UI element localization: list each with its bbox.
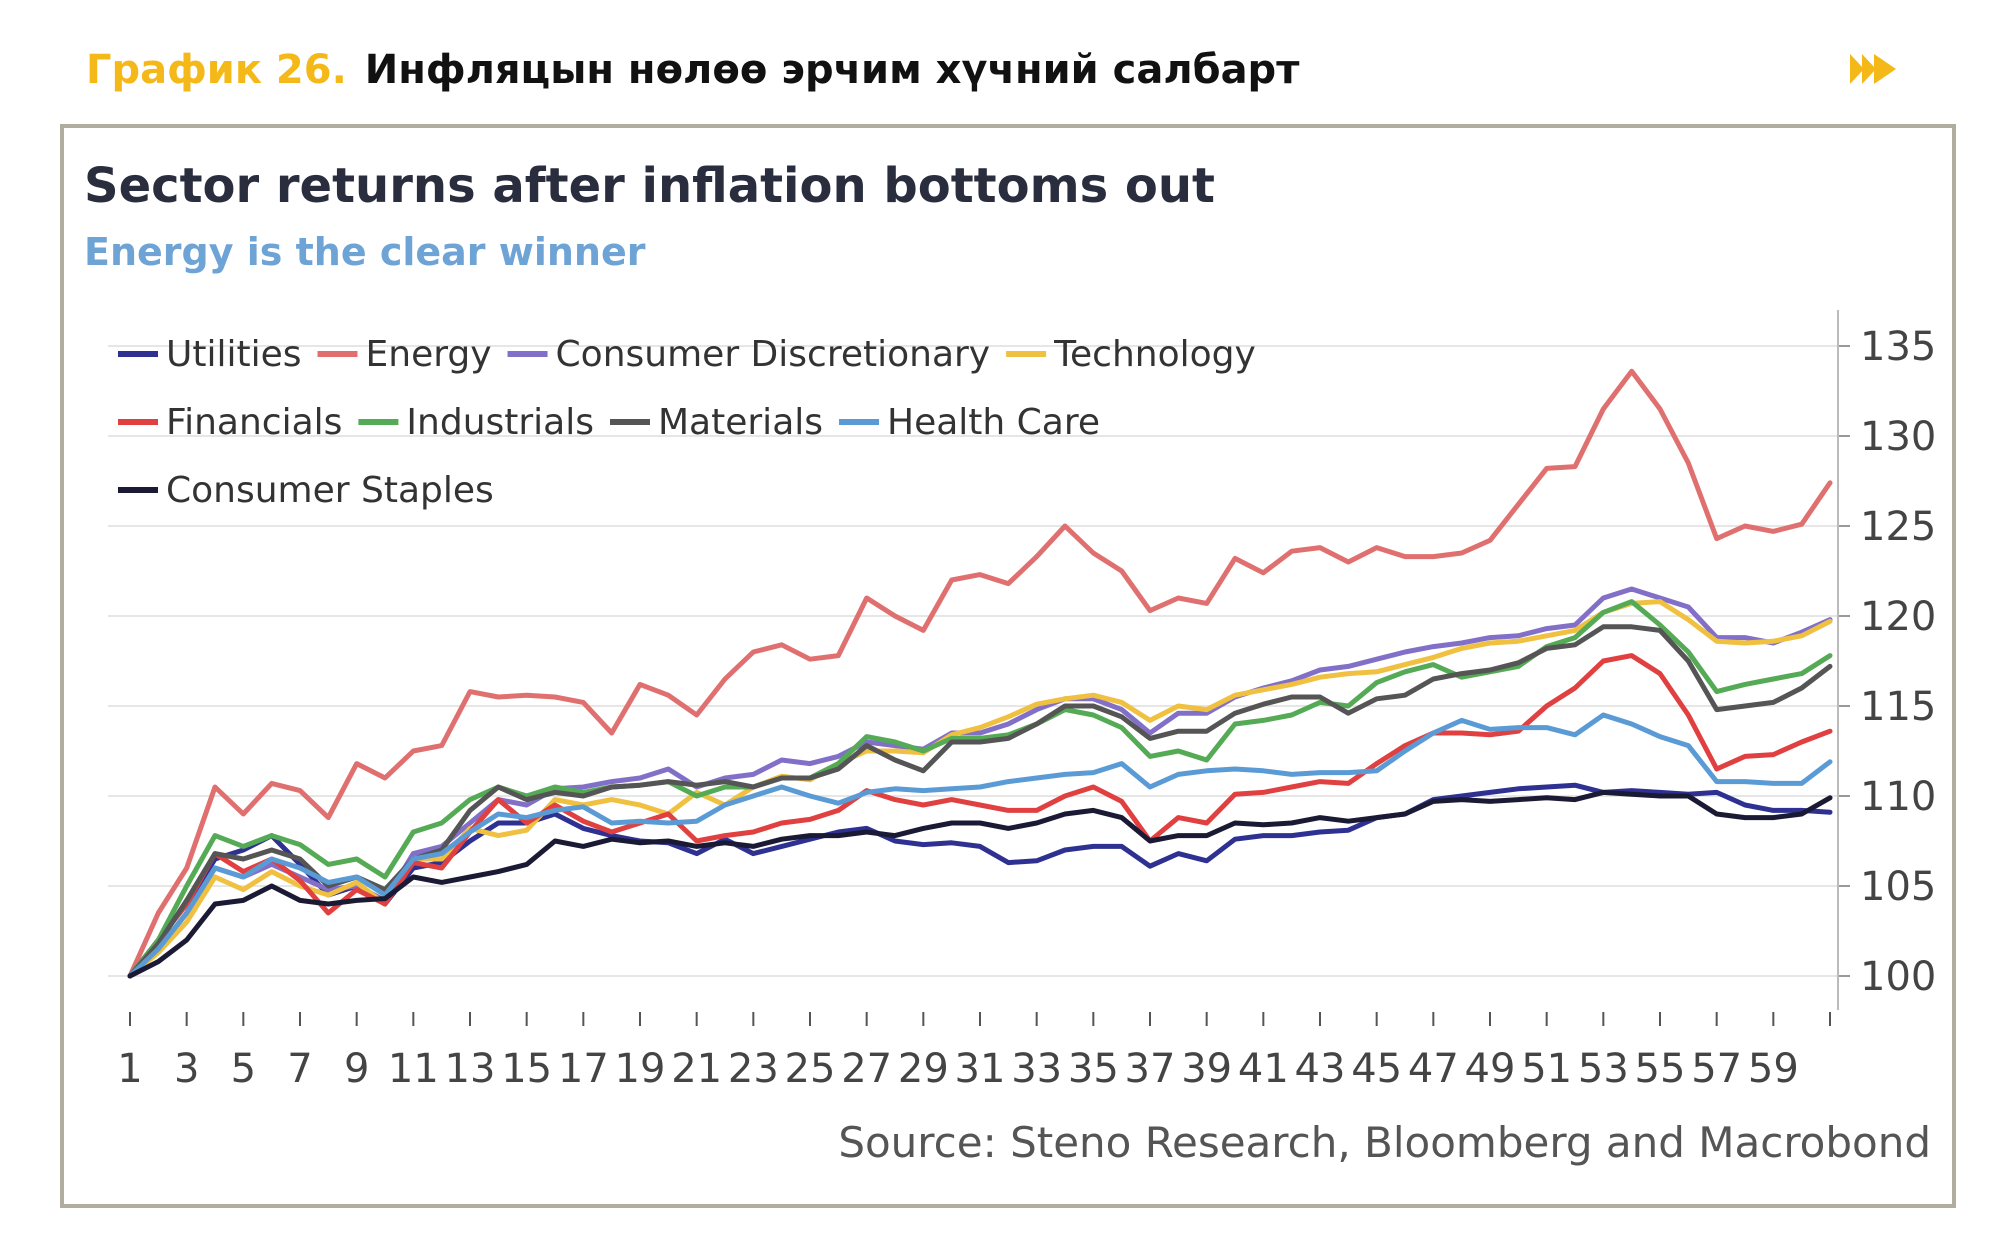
legend-label-energy: Energy [366,334,492,375]
chart-source: Source: Steno Research, Bloomberg and Ma… [838,1118,1931,1167]
x-tick-label-27: 27 [841,1046,892,1092]
series-line-consumer-staples [127,789,1833,979]
x-tick-label-53: 53 [1578,1046,1629,1092]
y-tick-label-130: 130 [1860,414,1936,460]
x-tick-label-17: 17 [558,1046,609,1092]
figure-label: График 26. [86,47,347,93]
series-line-energy [127,368,1833,979]
y-tick-label-135: 135 [1860,324,1936,370]
legend-label-materials: Materials [658,402,823,443]
x-tick-label-23: 23 [728,1046,779,1092]
x-tick-label-19: 19 [615,1046,666,1092]
x-tick-label-59: 59 [1748,1046,1799,1092]
x-tick-label-5: 5 [231,1046,256,1092]
series-line-health-care [127,712,1833,979]
x-tick-label-35: 35 [1068,1046,1119,1092]
series-line-consumer-discretionary [127,586,1833,979]
y-tick-label-125: 125 [1860,504,1936,550]
x-tick-label-1: 1 [117,1046,142,1092]
chart-frame [60,124,1956,1208]
legend-label-consumer-staples: Consumer Staples [166,470,494,511]
x-tick-label-31: 31 [955,1046,1006,1092]
x-tick-label-11: 11 [388,1046,439,1092]
series-lines [127,368,1833,979]
y-tick-label-100: 100 [1860,954,1936,1000]
figure-header: График 26. Инфляцын нөлөө эрчим хүчний с… [86,40,1299,100]
y-tick-label-105: 105 [1860,864,1936,910]
legend-label-financials: Financials [166,402,342,443]
x-tick-label-25: 25 [785,1046,836,1092]
x-tick-label-57: 57 [1691,1046,1742,1092]
x-tick-label-9: 9 [344,1046,369,1092]
x-tick-label-21: 21 [671,1046,722,1092]
x-tick-label-15: 15 [501,1046,552,1092]
x-tick-label-49: 49 [1465,1046,1516,1092]
y-tick-label-110: 110 [1860,774,1936,820]
x-tick-label-37: 37 [1125,1046,1176,1092]
x-tick-label-13: 13 [445,1046,496,1092]
legend-label-industrials: Industrials [406,402,594,443]
y-tick-label-120: 120 [1860,594,1936,640]
chart-subtitle: Energy is the clear winner [84,230,646,274]
x-tick-label-41: 41 [1238,1046,1289,1092]
fast-forward-icon [1850,54,1896,84]
legend-label-health-care: Health Care [887,402,1100,443]
x-tick-label-47: 47 [1408,1046,1459,1092]
x-tick-label-7: 7 [287,1046,312,1092]
x-tick-label-45: 45 [1351,1046,1402,1092]
series-line-financials [127,653,1833,979]
series-line-utilities [127,782,1833,979]
chart-title: Sector returns after inflation bottoms o… [84,158,1215,214]
y-tick-label-115: 115 [1860,684,1936,730]
legend-label-consumer-discretionary: Consumer Discretionary [556,334,991,375]
x-tick-label-3: 3 [174,1046,199,1092]
legend-label-utilities: Utilities [166,334,302,375]
x-tick-label-55: 55 [1635,1046,1686,1092]
x-tick-label-43: 43 [1295,1046,1346,1092]
figure-title: Инфляцын нөлөө эрчим хүчний салбарт [364,47,1300,93]
x-tick-label-39: 39 [1181,1046,1232,1092]
legend-label-technology: Technology [1053,334,1256,375]
x-tick-label-29: 29 [898,1046,949,1092]
legend: Utilities Energy Consumer Discretionary Tec… [118,334,1256,511]
x-tick-label-33: 33 [1011,1046,1062,1092]
x-tick-label-51: 51 [1521,1046,1572,1092]
